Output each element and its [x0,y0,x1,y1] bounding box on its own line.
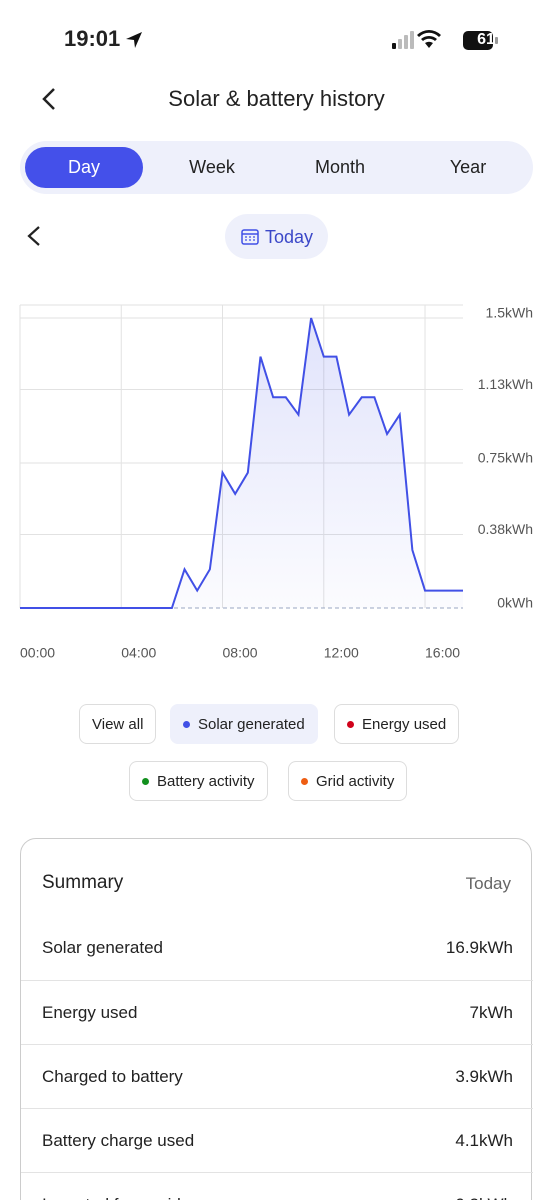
tab[interactable]: Year [449,157,487,177]
legend-dot [142,778,149,785]
legend-chip[interactable]: Grid activity [288,761,408,801]
legend-chip[interactable]: View all [79,704,157,744]
legend-label: View all [92,716,144,733]
line [20,317,463,609]
row-value: 4.1kWh [455,1131,513,1150]
row-value: 0.2kWh [455,1173,513,1200]
back-button[interactable] [38,86,62,112]
row-label: Imported from grid [42,1173,181,1200]
x-tick-label: 04:00 [121,645,156,661]
y-tick-label: 1.5kWh [486,305,533,321]
row-value: 3.9kWh [455,1067,513,1086]
date-label: Today [265,227,314,247]
summary-period: Today [465,874,511,893]
row-value: 7kWh [469,1003,513,1022]
legend-chip[interactable]: Solar generated [170,704,318,744]
summary-row: Imported from grid 0.2kWh [21,1172,533,1200]
summary-row: Battery charge used 4.1kWh [21,1108,533,1172]
legend-dot [183,721,190,728]
legend-label: Energy used [362,716,447,733]
legend-chip[interactable]: Energy used [334,704,460,744]
y-tick-label: 0.75kWh [478,450,533,466]
x-tick-label: 08:00 [223,645,258,661]
row-label: Solar generated [42,938,163,957]
legend-dot [347,721,354,728]
summary-row: Charged to battery 3.9kWh [21,1044,533,1108]
chart: 0kWh 0.38kWh 0.75kWh 1.13kWh 1.5kWh 00:00 04:0… [19,304,533,661]
date-selector[interactable]: Today [225,214,328,259]
legend-label: Solar generated [198,716,305,733]
tab[interactable]: Month [314,157,366,177]
row-label: Energy used [42,1003,138,1022]
y-tick-label: 0.38kWh [478,521,533,537]
row-value: 16.9kWh [445,938,513,957]
area [20,318,463,608]
x-tick-label: 12:00 [324,645,359,661]
page-title: Solar & battery history [168,86,385,111]
y-tick-label: 0kWh [497,595,533,611]
row-label: Charged to battery [42,1067,183,1086]
status-time: 19:01 [64,26,121,51]
battery-level: 61 [477,31,495,48]
y-tick-label: 1.13kWh [478,376,533,392]
row-label: Battery charge used [42,1131,195,1150]
x-tick-label: 16:00 [425,645,460,661]
legend-label: Battery activity [157,773,255,790]
previous-day-button[interactable] [24,224,48,250]
status-icons [392,30,498,50]
summary-title: Summary [42,872,124,893]
x-tick-label: 00:00 [20,645,55,661]
summary-row: Solar generated 16.9kWh [21,916,533,980]
calendar-icon [241,229,259,245]
summary-card: Summary Today Solar generated 16.9kWh Ener… [20,838,533,1200]
legend-chip[interactable]: Battery activity [129,761,268,801]
legend-label: Grid activity [316,773,395,790]
legend-dot [301,778,308,785]
tab[interactable]: Week [189,157,235,177]
summary-row: Energy used 7kWh [21,980,533,1044]
location-icon [126,32,142,48]
tab[interactable]: Day [25,147,143,188]
